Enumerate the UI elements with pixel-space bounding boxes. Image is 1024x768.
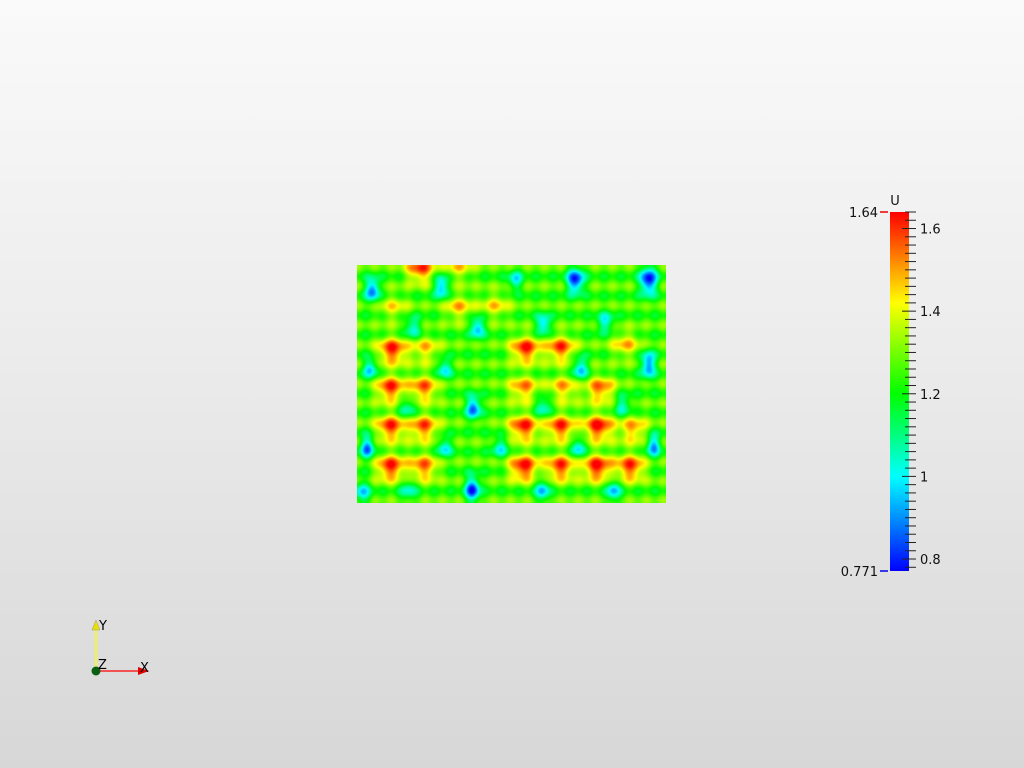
z-axis-label: Z bbox=[98, 658, 107, 673]
tick-label: 1.6 bbox=[920, 223, 941, 238]
y-axis-label: Y bbox=[98, 619, 107, 634]
tick-label: 1.2 bbox=[920, 388, 941, 403]
tick-label: 0.8 bbox=[920, 553, 941, 568]
range-min-label: 0.771 bbox=[841, 565, 878, 580]
colorbar-gradient bbox=[890, 212, 909, 571]
tick-label: 1 bbox=[920, 470, 928, 485]
orientation-axes: Y Z X bbox=[91, 619, 149, 676]
z-axis-dot bbox=[91, 666, 101, 676]
colorbar-title: U bbox=[890, 194, 900, 209]
y-axis-arrow-icon bbox=[91, 619, 101, 631]
scalar-field-heatmap[interactable] bbox=[357, 265, 666, 503]
color-legend: U 1.64 0.771 1.6 1.4 1.2 1 0.8 bbox=[841, 194, 941, 580]
range-max-label: 1.64 bbox=[849, 206, 878, 221]
tick-label: 1.4 bbox=[920, 305, 941, 320]
x-axis-label: X bbox=[140, 661, 149, 676]
x-axis-arrow-icon bbox=[138, 667, 149, 675]
